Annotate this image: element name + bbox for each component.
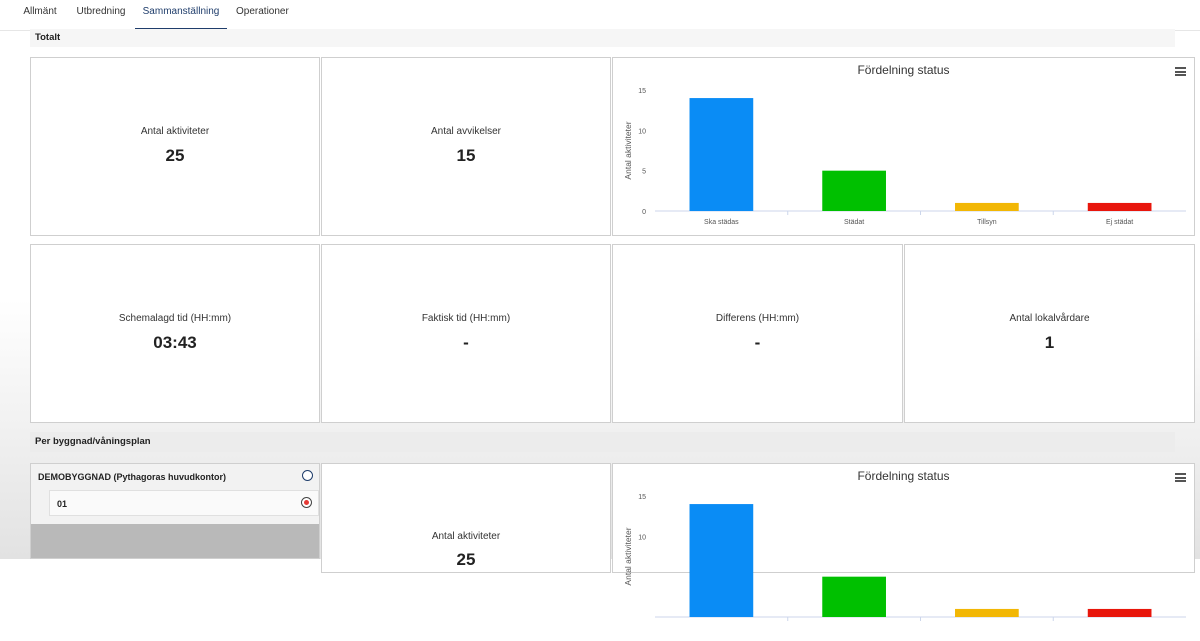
tree-item-floor[interactable]: 01 — [49, 490, 319, 516]
card-differens: Differens (HH:mm) - — [612, 244, 903, 423]
building-tree: DEMOBYGGNAD (Pythagoras huvudkontor) 01 — [30, 463, 320, 559]
x-tick-label: Städat — [844, 219, 864, 226]
bar-tillsyn — [955, 202, 1019, 211]
card-byggnad-antal-aktiviteter: Antal aktiviteter 25 — [321, 463, 611, 573]
y-tick-label: 5 — [642, 169, 646, 176]
chart-title: Fördelning status — [857, 63, 950, 77]
stat-label: Faktisk tid (HH:mm) — [421, 313, 511, 324]
stat-value: - — [463, 333, 469, 352]
building-radio[interactable] — [302, 470, 313, 481]
floor-radio[interactable] — [301, 497, 312, 508]
tab-operationer[interactable]: Operationer — [236, 6, 289, 17]
y-tick-label: 15 — [638, 88, 646, 95]
y-tick-label: 0 — [642, 209, 646, 216]
stat-label: Schemalagd tid (HH:mm) — [118, 313, 232, 324]
bar-ej-städat — [1087, 608, 1152, 617]
chart-card-byggnad-fordelning-status: Fördelning status Antal aktiviteter 10 15 — [612, 463, 1195, 621]
building-label: DEMOBYGGNAD (Pythagoras huvudkontor) — [38, 472, 227, 482]
bar-chart: Antal aktiviteter 0 5 10 15 Ska städas Städat T… — [623, 88, 1186, 226]
y-tick-label: 15 — [638, 494, 646, 501]
menu-icon[interactable] — [1175, 473, 1186, 482]
bar-städat — [822, 170, 886, 211]
bar-tillsyn — [955, 608, 1019, 617]
tree-item-building[interactable]: DEMOBYGGNAD (Pythagoras huvudkontor) — [31, 464, 319, 490]
y-axis-title: Antal aktiviteter — [623, 121, 633, 179]
card-schemalagd-tid: Schemalagd tid (HH:mm) 03:43 — [30, 244, 320, 423]
stat-value: - — [754, 333, 761, 352]
y-axis-title: Antal aktiviteter — [623, 527, 633, 585]
section-title-per-byggnad: Per byggnad/våningsplan — [30, 432, 1175, 452]
tab-utbredning[interactable]: Utbredning — [76, 6, 126, 17]
card-antal-aktiviteter: Antal aktiviteter 25 — [30, 57, 320, 236]
stat-label: Differens (HH:mm) — [715, 313, 800, 324]
tree-scroll-area — [31, 524, 319, 558]
card-antal-lokalvardare: Antal lokalvårdare 1 — [904, 244, 1195, 423]
stat-value: 15 — [456, 146, 476, 165]
bar-ej-städat — [1087, 202, 1152, 211]
chart-title: Fördelning status — [857, 469, 950, 483]
stat-value: 1 — [1044, 333, 1055, 352]
section-title-totalt: Totalt — [30, 29, 1175, 47]
stat-label: Antal aktiviteter — [431, 531, 501, 542]
floor-label: 01 — [57, 499, 68, 509]
menu-icon[interactable] — [1175, 67, 1186, 76]
tab-allmant[interactable]: Allmänt — [23, 6, 57, 17]
stat-value: 03:43 — [153, 333, 197, 352]
tab-bar: Allmänt Utbredning Sammanställning Opera… — [0, 0, 1200, 31]
chart-card-fordelning-status: Fördelning status Antal aktiviteter 0 5 10 1… — [612, 57, 1195, 236]
stat-label: Antal aktiviteter — [140, 126, 210, 137]
x-tick-label: Tillsyn — [977, 219, 997, 226]
stat-value: 25 — [165, 146, 185, 165]
y-tick-label: 10 — [638, 534, 646, 541]
bar-ska-städas — [689, 98, 754, 211]
card-antal-avvikelser: Antal avvikelser 15 — [321, 57, 611, 236]
stat-value: 25 — [456, 550, 476, 569]
stat-label: Antal lokalvårdare — [1009, 313, 1090, 324]
bar-chart: Antal aktiviteter 10 15 — [623, 494, 1186, 621]
card-faktisk-tid: Faktisk tid (HH:mm) - — [321, 244, 611, 423]
x-tick-label: Ska städas — [704, 219, 739, 226]
y-tick-label: 10 — [638, 128, 646, 135]
bar-ska-städas — [689, 504, 754, 617]
x-tick-label: Ej städat — [1106, 219, 1133, 226]
stat-label: Antal avvikelser — [430, 126, 502, 137]
tab-sammanstallning[interactable]: Sammanställning — [135, 0, 227, 30]
bar-städat — [822, 576, 886, 617]
